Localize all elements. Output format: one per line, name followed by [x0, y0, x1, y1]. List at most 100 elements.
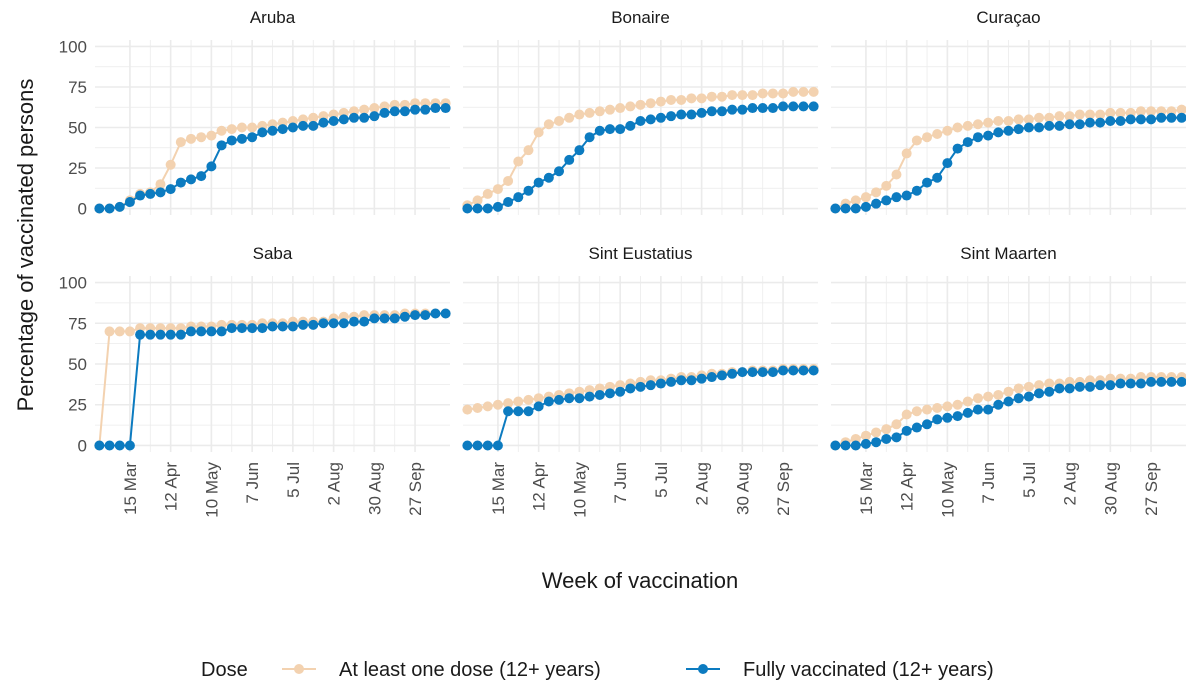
- data-point: [666, 111, 677, 122]
- data-point: [972, 404, 983, 415]
- data-point: [430, 103, 441, 114]
- data-point: [706, 372, 717, 383]
- data-point: [737, 90, 748, 101]
- data-point: [503, 197, 514, 208]
- data-point: [247, 323, 258, 334]
- data-point: [226, 135, 237, 146]
- data-point: [1084, 109, 1095, 120]
- data-point: [216, 125, 227, 136]
- data-point: [798, 101, 809, 112]
- y-tick-label: 0: [78, 436, 87, 455]
- data-point: [1084, 381, 1095, 392]
- data-point: [604, 388, 615, 399]
- data-point: [584, 391, 595, 402]
- data-point: [472, 203, 483, 214]
- data-point: [1146, 376, 1157, 387]
- data-point: [348, 316, 359, 327]
- data-point: [379, 313, 390, 324]
- x-tick-label: 27 Sep: [406, 462, 425, 516]
- data-point: [686, 93, 697, 104]
- data-point: [359, 104, 370, 115]
- data-point: [993, 116, 1004, 127]
- data-point: [104, 326, 115, 337]
- data-point: [145, 329, 156, 340]
- data-point: [430, 308, 441, 319]
- data-point: [1044, 378, 1055, 389]
- data-point: [318, 318, 329, 329]
- data-point: [696, 373, 707, 384]
- x-tick-label: 10 May: [202, 462, 221, 518]
- data-point: [287, 321, 298, 332]
- data-point: [993, 127, 1004, 138]
- data-point: [379, 107, 390, 118]
- data-point: [788, 101, 799, 112]
- data-point: [788, 86, 799, 97]
- data-point: [727, 368, 738, 379]
- data-point: [830, 440, 841, 451]
- data-point: [1095, 109, 1106, 120]
- data-point: [655, 96, 666, 107]
- data-point: [615, 124, 626, 135]
- data-point: [94, 203, 105, 214]
- x-tick-label: 5 Jul: [652, 462, 671, 498]
- data-point: [267, 321, 278, 332]
- data-point: [1034, 388, 1045, 399]
- data-point: [645, 380, 656, 391]
- data-point: [676, 375, 687, 386]
- data-point: [1115, 378, 1126, 389]
- panel-title: Curaçao: [976, 8, 1040, 27]
- data-point: [584, 132, 595, 143]
- data-point: [104, 203, 115, 214]
- data-point: [410, 310, 421, 321]
- x-tick-label: 10 May: [938, 462, 957, 518]
- data-point: [513, 406, 524, 417]
- data-point: [359, 112, 370, 123]
- x-tick-label: 7 Jun: [611, 462, 630, 504]
- data-point: [860, 192, 871, 203]
- data-point: [1115, 107, 1126, 118]
- data-point: [962, 120, 973, 131]
- data-point: [932, 172, 943, 183]
- legend-key: [698, 664, 708, 674]
- data-point: [747, 90, 758, 101]
- x-tick-label: 5 Jul: [1020, 462, 1039, 498]
- data-point: [1156, 112, 1167, 123]
- data-point: [901, 190, 912, 201]
- data-point: [186, 174, 197, 185]
- data-point: [186, 133, 197, 144]
- data-point: [492, 184, 503, 195]
- data-point: [737, 367, 748, 378]
- data-point: [625, 383, 636, 394]
- data-point: [645, 114, 656, 125]
- data-point: [135, 190, 146, 201]
- data-point: [808, 86, 819, 97]
- data-point: [891, 169, 902, 180]
- panel: Aruba 0 25 50 75 100: [59, 8, 451, 219]
- data-point: [1013, 383, 1024, 394]
- y-tick-label: 25: [68, 159, 87, 178]
- data-point: [564, 393, 575, 404]
- data-point: [554, 166, 565, 177]
- data-point: [104, 440, 115, 451]
- data-point: [871, 187, 882, 198]
- data-point: [952, 399, 963, 410]
- data-point: [135, 329, 146, 340]
- data-point: [788, 365, 799, 376]
- data-point: [440, 308, 451, 319]
- data-point: [686, 109, 697, 120]
- data-point: [554, 116, 565, 127]
- y-tick-label: 75: [68, 314, 87, 333]
- data-point: [482, 203, 493, 214]
- data-point: [1125, 378, 1136, 389]
- data-point: [706, 106, 717, 117]
- data-point: [1084, 117, 1095, 128]
- data-point: [962, 407, 973, 418]
- data-point: [972, 393, 983, 404]
- x-tick-label: 30 Aug: [365, 462, 384, 515]
- legend-key: [294, 664, 304, 674]
- data-point: [881, 433, 892, 444]
- data-point: [124, 440, 135, 451]
- y-tick-label: 25: [68, 396, 87, 415]
- data-point: [686, 375, 697, 386]
- data-point: [1023, 391, 1034, 402]
